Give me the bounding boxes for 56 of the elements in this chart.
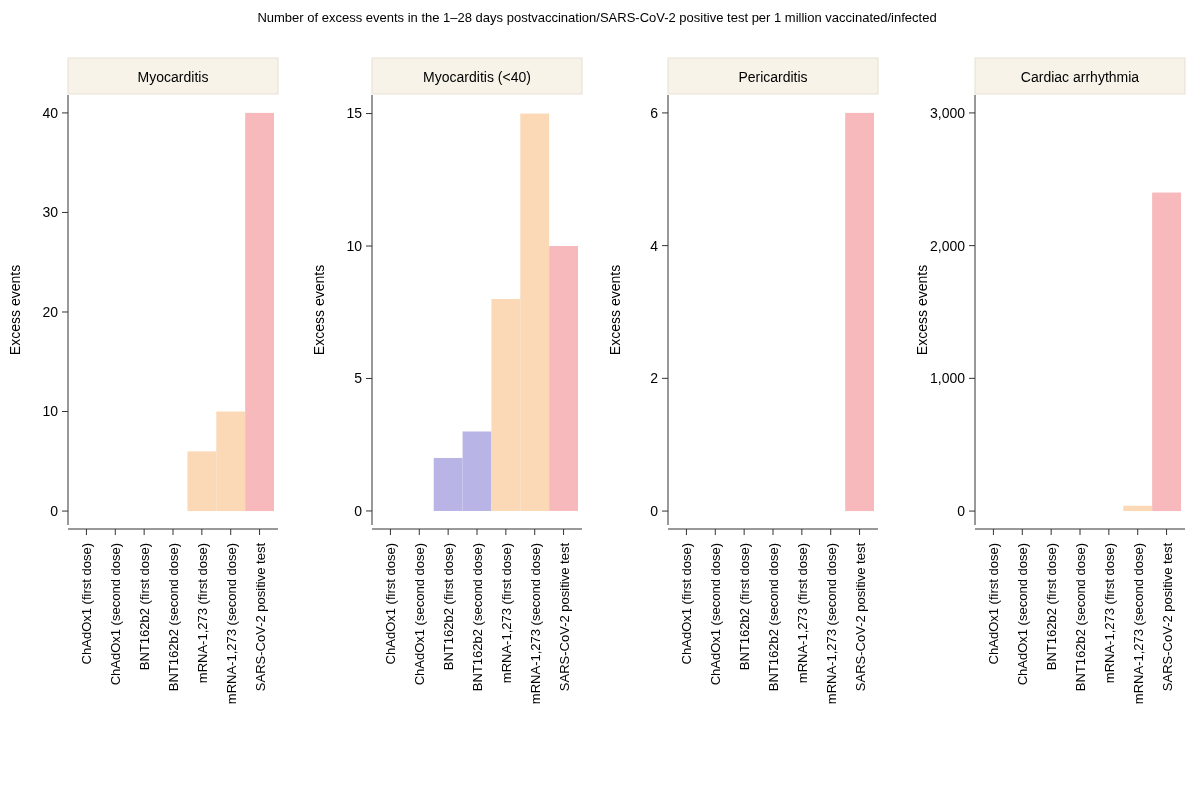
x-tick-label: mRNA-1,273 (first dose) <box>794 543 810 684</box>
x-tick-label: ChAdOx1 (first dose) <box>383 543 399 665</box>
y-tick-label: 0 <box>957 502 966 519</box>
x-tick-label: mRNA-1,273 (first dose) <box>194 543 210 684</box>
x-tick-label: ChAdOx1 (second dose) <box>1015 543 1031 686</box>
x-tick-label: mRNA-1,273 (first dose) <box>498 543 514 684</box>
x-tick-label: BNT162b2 (second dose) <box>766 543 781 692</box>
x-tick-label: BNT162b2 (second dose) <box>470 543 485 692</box>
x-tick-label: mRNA-1,273 (second dose) <box>823 543 839 705</box>
y-axis-title: Excess events <box>7 264 23 356</box>
y-tick-label: 10 <box>346 237 363 254</box>
x-tick-label: ChAdOx1 (first dose) <box>679 543 695 665</box>
y-tick-label: 5 <box>354 370 363 387</box>
x-tick-label: BNT162b2 (second dose) <box>1073 543 1088 692</box>
y-axis-title: Excess events <box>607 264 623 356</box>
bar <box>245 112 274 512</box>
x-tick-label: BNT162b2 (first dose) <box>1044 543 1060 671</box>
x-tick-label: ChAdOx1 (first dose) <box>986 543 1002 665</box>
x-tick-label: mRNA-1,273 (second dose) <box>527 543 543 705</box>
y-tick-label: 2 <box>650 370 659 387</box>
y-tick-label: 30 <box>42 204 59 221</box>
x-tick-label: ChAdOx1 (first dose) <box>79 543 95 665</box>
text: Number of excess events in the 1–28 days postvaccination/SARS-CoV-2 positive test per 1 million vaccinated/infected <box>257 10 937 25</box>
x-tick-label: ChAdOx1 (second dose) <box>108 543 124 686</box>
y-tick-label: 3,000 <box>929 104 966 121</box>
y-tick-label: 2,000 <box>929 237 966 254</box>
x-tick-label: SARS-CoV-2 positive test <box>252 542 268 692</box>
chart-title: Myocarditis (<40) <box>423 69 531 85</box>
x-tick-label: BNT162b2 (first dose) <box>137 543 153 671</box>
x-tick-label: ChAdOx1 (second dose) <box>708 543 724 686</box>
x-tick-label: SARS-CoV-2 positive test <box>1159 542 1175 692</box>
x-tick-label: ChAdOx1 (second dose) <box>412 543 428 686</box>
y-tick-label: 1,000 <box>929 370 966 387</box>
y-tick-label: 6 <box>650 104 659 121</box>
y-axis-title: Excess events <box>311 264 327 356</box>
y-axis-title: Excess events <box>914 264 930 356</box>
x-tick-label: mRNA-1,273 (second dose) <box>223 543 239 705</box>
y-tick-label: 0 <box>50 502 59 519</box>
y-tick-label: 10 <box>42 403 59 420</box>
bar <box>549 246 578 511</box>
y-tick-label: 0 <box>354 502 363 519</box>
x-tick-label: SARS-CoV-2 positive test <box>852 542 868 692</box>
x-tick-label: mRNA-1,273 (first dose) <box>1101 543 1117 684</box>
chart-title: Pericarditis <box>738 69 808 85</box>
x-tick-label: mRNA-1,273 (second dose) <box>1130 543 1146 705</box>
y-tick-label: 40 <box>42 104 59 121</box>
y-tick-label: 0 <box>650 502 659 519</box>
y-tick-label: 20 <box>42 303 59 320</box>
chart-title: Myocarditis <box>137 69 209 85</box>
x-tick-label: BNT162b2 (first dose) <box>737 543 753 671</box>
chart-title: Cardiac arrhythmia <box>1020 69 1140 85</box>
y-tick-label: 15 <box>346 105 363 122</box>
x-tick-label: BNT162b2 (second dose) <box>166 543 181 692</box>
x-tick-label: BNT162b2 (first dose) <box>441 543 457 671</box>
y-tick-label: 4 <box>650 237 659 254</box>
x-tick-label: SARS-CoV-2 positive test <box>556 542 572 692</box>
